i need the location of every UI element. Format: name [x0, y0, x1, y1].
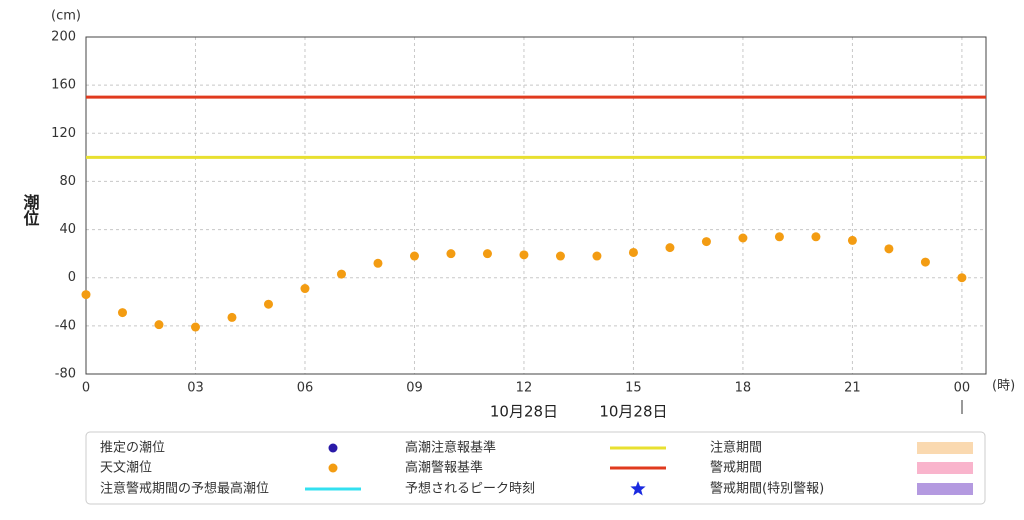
data-point	[957, 273, 967, 283]
data-point	[263, 299, 273, 309]
y-tick-label: 80	[59, 174, 76, 189]
data-point	[628, 247, 638, 257]
data-point	[336, 269, 346, 279]
data-point	[847, 235, 857, 245]
data-point	[409, 251, 419, 261]
data-point	[701, 237, 711, 247]
y-tick-label: 160	[51, 78, 76, 93]
legend-symbol	[328, 443, 338, 453]
data-point	[81, 290, 91, 300]
data-point	[774, 232, 784, 242]
data-point	[555, 251, 565, 261]
data-point	[592, 251, 602, 261]
data-point	[154, 320, 164, 330]
legend-label: 注意警戒期間の予想最高潮位	[100, 481, 269, 497]
y-tick-label: 200	[51, 30, 76, 45]
legend-label: 高潮注意報基準	[405, 440, 496, 456]
legend-box	[85, 431, 986, 505]
x-tick-label: 09	[406, 381, 423, 396]
plot-border	[85, 36, 987, 375]
y-tick-label: -40	[55, 318, 76, 333]
y-unit: (cm)	[51, 9, 81, 24]
x-tick-label: 0	[82, 381, 90, 396]
y-tick-label: 0	[68, 270, 76, 285]
data-point	[884, 244, 894, 254]
x-tick-label: 06	[297, 381, 314, 396]
legend-label: 注意期間	[710, 440, 762, 456]
legend-symbol	[917, 483, 973, 495]
y-tick-label: 40	[59, 222, 76, 237]
data-point	[811, 232, 821, 242]
legend-label: 予想されるピーク時刻	[405, 481, 535, 497]
data-point	[738, 233, 748, 243]
data-point	[665, 243, 675, 253]
legend-label: 天文潮位	[100, 461, 152, 476]
legend-symbol	[328, 463, 338, 473]
data-point	[446, 249, 456, 259]
data-point	[482, 249, 492, 259]
x-tick-label: 00	[954, 381, 971, 396]
y-tick-label: 120	[51, 126, 76, 141]
legend-symbol	[917, 442, 973, 454]
legend-symbol	[917, 462, 973, 474]
legend-label: 高潮警報基準	[405, 460, 483, 476]
date-label: 10月28日	[599, 403, 667, 421]
legend-label: 警戒期間	[710, 460, 762, 476]
data-point	[519, 250, 529, 260]
x-tick-label: 03	[187, 381, 204, 396]
legend-label: 推定の潮位	[100, 441, 165, 456]
data-point	[117, 308, 127, 318]
data-point	[920, 257, 930, 267]
data-point	[300, 284, 310, 294]
y-axis-label: 潮位	[21, 193, 40, 227]
x-tick-label: 15	[625, 381, 642, 396]
date-label: 10月28日	[490, 403, 558, 421]
x-unit: (時)	[992, 379, 1015, 394]
x-tick-label: 12	[516, 381, 533, 396]
data-point	[227, 312, 237, 322]
legend-symbol	[630, 481, 646, 496]
data-point	[373, 258, 383, 268]
legend-label: 警戒期間(特別警報)	[710, 481, 824, 497]
data-point	[190, 322, 200, 332]
y-tick-label: -80	[55, 367, 76, 382]
x-tick-label: 21	[844, 381, 861, 396]
x-tick-label: 18	[735, 381, 752, 396]
